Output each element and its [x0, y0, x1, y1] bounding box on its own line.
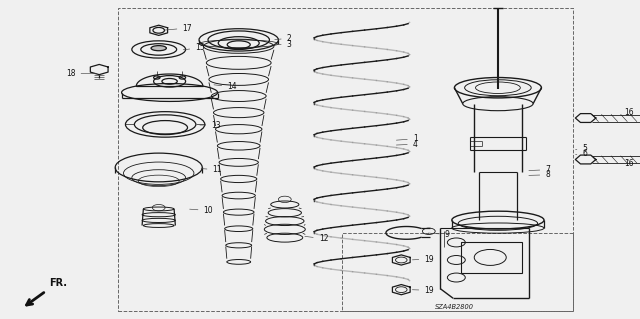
- Bar: [342, 233, 573, 311]
- Text: 17: 17: [164, 24, 192, 33]
- Text: 19: 19: [412, 286, 434, 295]
- Text: 16: 16: [624, 108, 634, 117]
- Text: 2: 2: [275, 34, 291, 43]
- Text: 19: 19: [412, 255, 434, 263]
- Text: 11: 11: [201, 165, 222, 174]
- Ellipse shape: [151, 46, 166, 51]
- Text: 9: 9: [428, 230, 450, 239]
- Text: 14: 14: [214, 82, 237, 91]
- Text: 12: 12: [305, 234, 328, 243]
- Text: 15: 15: [183, 43, 205, 52]
- Text: 18: 18: [66, 69, 97, 78]
- Bar: [118, 8, 573, 311]
- Text: 1: 1: [396, 134, 417, 143]
- Text: 3: 3: [275, 40, 292, 49]
- Text: 5: 5: [575, 144, 588, 153]
- Bar: [461, 242, 522, 273]
- Text: SZA4B2800: SZA4B2800: [435, 304, 474, 310]
- Text: 10: 10: [189, 206, 213, 215]
- Text: 7: 7: [529, 165, 550, 174]
- Text: 6: 6: [575, 149, 588, 158]
- Text: 8: 8: [529, 170, 550, 179]
- Text: 13: 13: [200, 121, 221, 130]
- Text: FR.: FR.: [49, 278, 67, 288]
- Text: 4: 4: [396, 140, 418, 149]
- Text: 16: 16: [624, 159, 634, 168]
